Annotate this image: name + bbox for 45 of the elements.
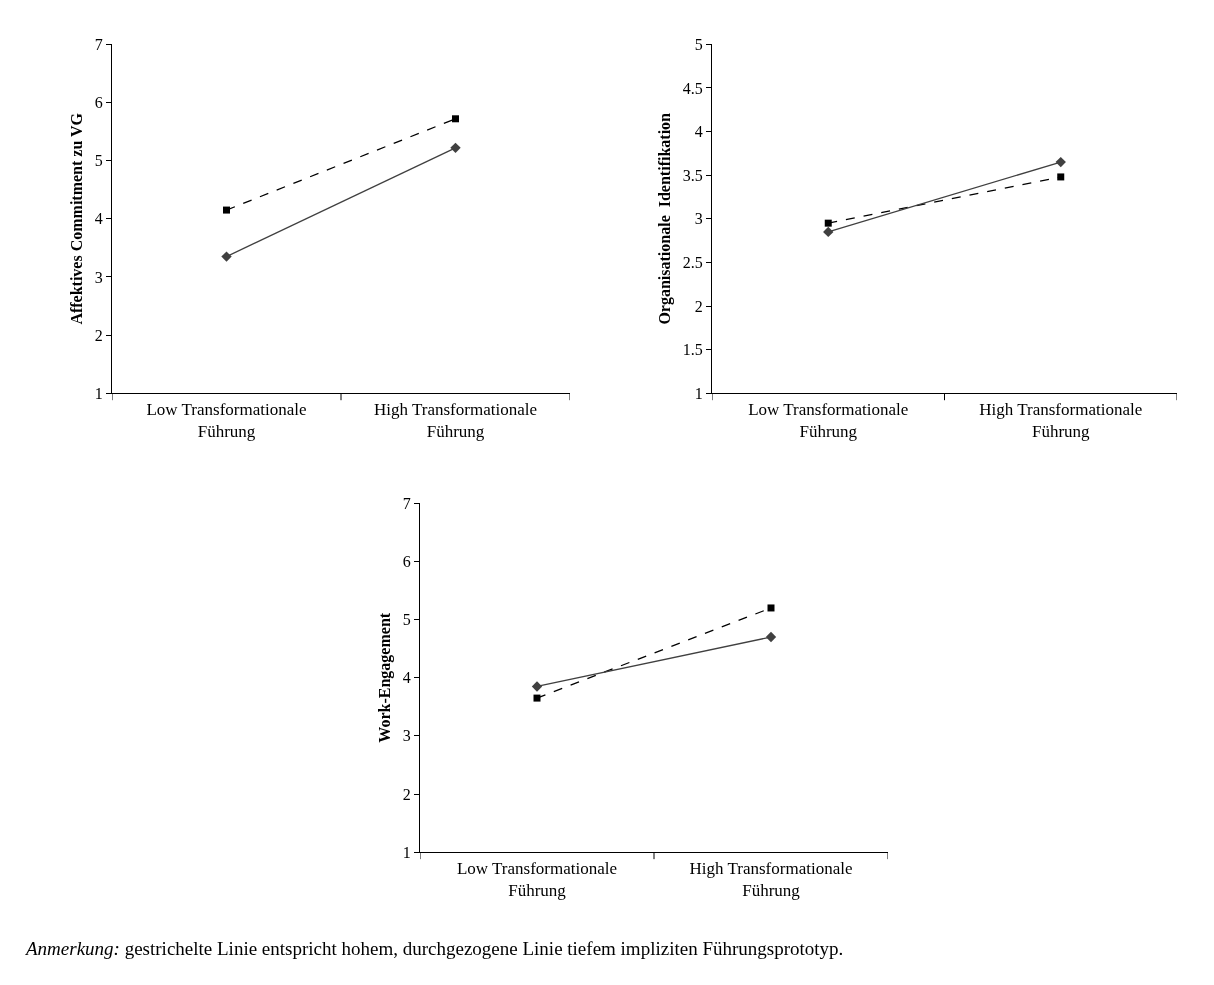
- y-tick-label: 6: [94, 94, 103, 112]
- x-tick-label: Low Transformationale Führung: [748, 399, 909, 441]
- y-tick-label: 5: [94, 152, 103, 170]
- x-tick-label: High Transformationale Führung: [374, 399, 537, 441]
- y-tick-label: 2: [402, 785, 411, 803]
- y-tick-label: 4: [94, 210, 103, 228]
- x-tick-label: High Transformationale Führung: [689, 858, 853, 900]
- point: [533, 694, 541, 702]
- x-tick-label: High Transformationale Führung: [979, 399, 1143, 441]
- y-tick-label: 1: [94, 384, 103, 402]
- x-tick-label: Low Transformationale Führung: [146, 399, 307, 441]
- y-tick-label: 3.5: [682, 166, 703, 184]
- y-tick-label: 3: [402, 727, 411, 745]
- y-tick-label: 4: [694, 123, 703, 141]
- point: [531, 681, 543, 692]
- y-tick-label: 2: [94, 326, 103, 344]
- y-tick-label: 1: [694, 384, 703, 402]
- point: [824, 219, 832, 227]
- point: [223, 206, 230, 214]
- y-axis-title: Organisationale Identifikation: [655, 112, 674, 325]
- y-tick-label: 4.5: [682, 79, 703, 97]
- y-tick-label: 1: [402, 843, 411, 861]
- y-tick-label: 4: [402, 669, 411, 687]
- text: Anmerkung: gestrichelte Linie entspricht hohem, durchgezogene Linie tiefem impliziten Führungsprototyp.: [24, 938, 844, 959]
- y-tick-label: 5: [402, 611, 411, 629]
- point: [767, 604, 775, 612]
- y-tick-label: 5: [694, 35, 703, 53]
- y-axis-title: Affektives Commitment zu VG: [67, 112, 85, 325]
- y-tick-label: 2.5: [682, 254, 703, 272]
- y-tick-label: 3: [694, 210, 703, 228]
- y-tick-label: 1.5: [682, 341, 703, 359]
- y-tick-label: 7: [94, 35, 103, 53]
- point: [823, 226, 834, 238]
- point: [765, 631, 777, 643]
- x-tick-label: Low Transformationale Führung: [456, 858, 618, 900]
- y-tick-label: 7: [402, 494, 411, 512]
- point: [452, 115, 459, 123]
- y-tick-label: 6: [402, 553, 411, 571]
- point: [221, 251, 232, 262]
- y-axis-title: Work-Engagement: [375, 612, 394, 743]
- y-tick-label: 2: [694, 297, 703, 315]
- y-tick-label: 3: [94, 268, 103, 286]
- point: [450, 142, 461, 154]
- point: [1057, 173, 1065, 181]
- point: [1055, 156, 1066, 168]
